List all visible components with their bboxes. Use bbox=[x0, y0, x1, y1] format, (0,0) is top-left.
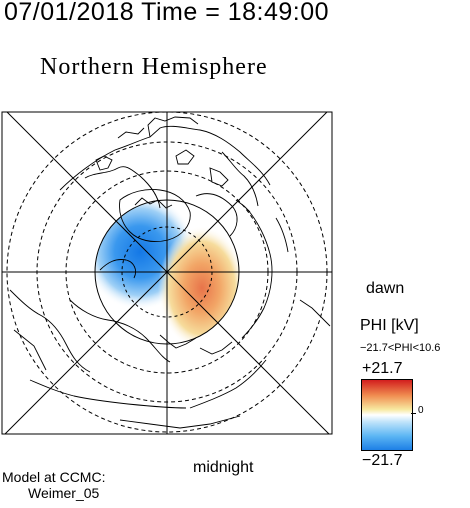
colorbar-zero-label: 0 bbox=[418, 405, 424, 416]
colorbar-quantity-label: PHI [kV] bbox=[360, 317, 419, 334]
colorbar bbox=[361, 379, 413, 451]
hemisphere-title: Northern Hemisphere bbox=[40, 54, 268, 80]
midnight-label: midnight bbox=[193, 459, 254, 476]
colorbar-max-label: +21.7 bbox=[362, 360, 403, 377]
credit-line1: Model at CCMC: bbox=[2, 469, 106, 485]
meridian-lines bbox=[2, 112, 332, 434]
colorbar-range-label: −21.7<PHI<10.6 bbox=[360, 342, 441, 354]
datetime-header: 07/01/2018 Time = 18:49:00 bbox=[4, 0, 330, 26]
colorbar-min-label: −21.7 bbox=[362, 452, 403, 469]
credit-line2: Weimer_05 bbox=[28, 485, 100, 501]
plot-frame bbox=[1, 111, 333, 435]
dawn-label: dawn bbox=[366, 280, 405, 297]
coastlines bbox=[9, 116, 331, 429]
colorbar-zero-tick bbox=[411, 413, 416, 414]
positive-cell bbox=[158, 226, 239, 344]
